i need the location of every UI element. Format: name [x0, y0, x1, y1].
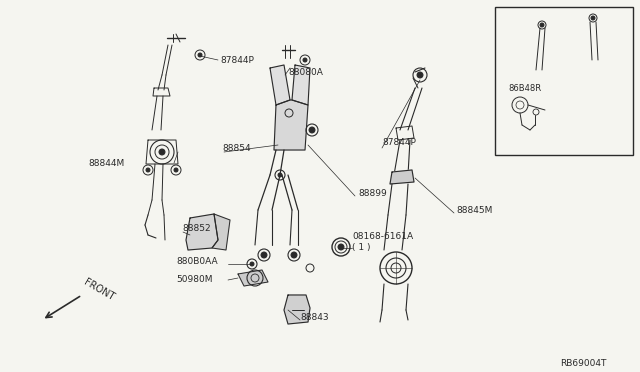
- Circle shape: [146, 168, 150, 172]
- Circle shape: [309, 127, 315, 133]
- Text: RB69004T: RB69004T: [560, 359, 606, 369]
- Text: 88852: 88852: [182, 224, 211, 232]
- Polygon shape: [212, 214, 230, 250]
- Circle shape: [261, 252, 267, 258]
- Text: 87844P: 87844P: [220, 55, 254, 64]
- Text: FRONT: FRONT: [82, 278, 116, 303]
- Bar: [495, 7, 633, 155]
- Text: 87844P: 87844P: [382, 138, 416, 147]
- Text: 08168-6161A
( 1 ): 08168-6161A ( 1 ): [352, 232, 413, 252]
- Circle shape: [159, 149, 165, 155]
- Text: 88845M: 88845M: [456, 205, 492, 215]
- Text: 88854: 88854: [222, 144, 251, 153]
- Polygon shape: [274, 100, 308, 150]
- Polygon shape: [238, 270, 268, 286]
- Polygon shape: [186, 214, 218, 250]
- Circle shape: [250, 262, 254, 266]
- Text: 88843: 88843: [300, 314, 328, 323]
- Text: 86B48R: 86B48R: [508, 83, 541, 93]
- Circle shape: [540, 23, 544, 27]
- Text: 88899: 88899: [358, 189, 387, 198]
- Polygon shape: [292, 65, 310, 105]
- Text: 88080A: 88080A: [288, 67, 323, 77]
- Polygon shape: [390, 170, 414, 184]
- Text: 88844M: 88844M: [88, 158, 124, 167]
- Circle shape: [174, 168, 178, 172]
- Polygon shape: [270, 65, 290, 105]
- Polygon shape: [284, 295, 310, 324]
- Circle shape: [338, 244, 344, 250]
- Circle shape: [291, 252, 297, 258]
- Circle shape: [417, 72, 423, 78]
- Circle shape: [198, 53, 202, 57]
- Circle shape: [303, 58, 307, 62]
- Text: 880B0AA: 880B0AA: [176, 257, 218, 266]
- Text: 50980M: 50980M: [176, 276, 212, 285]
- Circle shape: [591, 16, 595, 20]
- Circle shape: [278, 173, 282, 177]
